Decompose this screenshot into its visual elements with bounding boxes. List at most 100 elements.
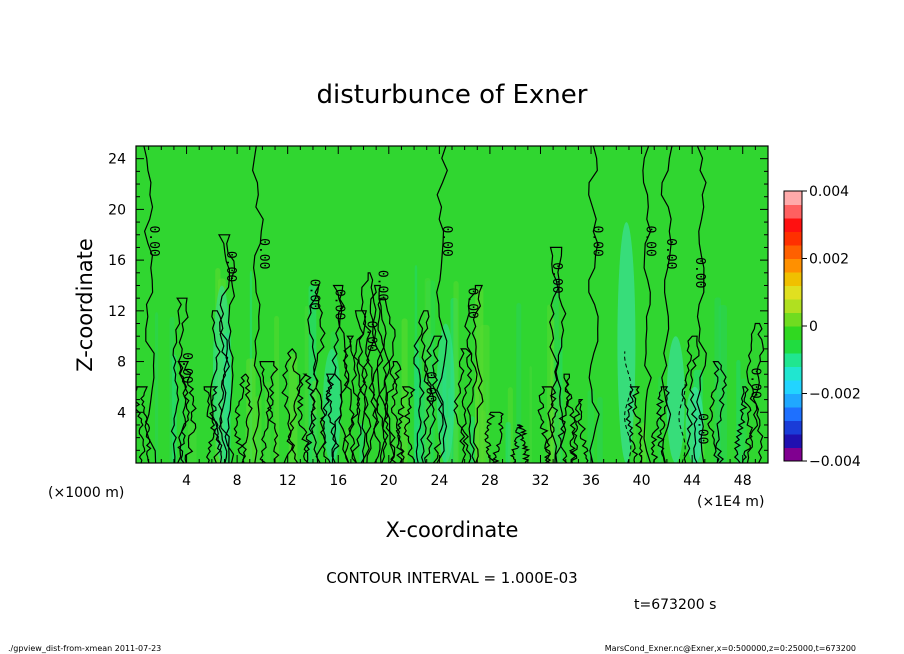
colorbar-segment	[784, 366, 802, 381]
contour-line	[383, 361, 405, 463]
contour-label: 0.00	[643, 225, 658, 256]
contour-line	[342, 335, 362, 463]
x-tick-label: 12	[279, 473, 297, 489]
field-streak	[529, 366, 532, 463]
field-streak	[312, 414, 319, 463]
footer-right: MarsCond_Exner.nc@Exner,x=0:500000,z=0:2…	[605, 644, 856, 653]
contour-line	[170, 297, 189, 463]
x-tick-label: 48	[734, 473, 752, 489]
contour-line	[359, 272, 380, 463]
contour-label: 0.00	[663, 238, 678, 269]
contour-line	[509, 424, 531, 463]
contour-label: 0.00	[363, 321, 378, 352]
colorbar-segment	[784, 393, 802, 408]
contour-line	[376, 297, 396, 463]
x-tick-label: 32	[532, 473, 550, 489]
contour-label: 0.00	[179, 352, 194, 383]
colorbar-segment	[784, 272, 802, 286]
colorbar-segment	[784, 285, 802, 300]
contour-line	[259, 361, 280, 463]
x-tick-label: 8	[233, 473, 242, 489]
contour-line	[746, 322, 765, 463]
y-tick-label: 4	[117, 405, 126, 421]
colorbar-tick-label: 0	[809, 319, 818, 335]
contour-line	[395, 386, 416, 463]
contour-line	[320, 373, 340, 463]
x-tick-label: 20	[380, 473, 398, 489]
contour-label: 0.00	[223, 251, 238, 282]
colorbar-tick-label: −0.002	[809, 387, 861, 403]
contour-line	[436, 146, 448, 463]
contour-label: 0.00	[423, 371, 438, 402]
colorbar-segment	[784, 258, 802, 273]
y-tick-label: 24	[108, 152, 126, 168]
time-text: t=673200 s	[634, 597, 716, 613]
x-axis-title: X-coordinate	[386, 518, 519, 542]
contour-line	[642, 146, 652, 463]
field-streak	[401, 318, 408, 463]
field-streak	[516, 302, 522, 463]
colorbar-segment	[784, 204, 802, 219]
colorbar-segment	[784, 299, 802, 313]
contour-line	[136, 386, 152, 463]
contour-line	[650, 386, 670, 463]
contour-label: 0.00	[590, 225, 605, 256]
contour-label: 0.00	[306, 279, 321, 310]
x-tick-label: 28	[481, 473, 499, 489]
field-streak	[597, 396, 603, 463]
contour-label: 0.00	[439, 225, 454, 256]
contour-line	[568, 399, 589, 463]
colorbar-segment	[784, 245, 802, 259]
colorbar-segment	[784, 407, 802, 421]
y-axis-title: Z-coordinate	[73, 238, 97, 372]
footer-left: ./gpview_dist-from-xmean 2011-07-23	[8, 644, 161, 653]
colorbar-tick-label: 0.004	[809, 184, 849, 200]
y-tick-label: 20	[108, 202, 126, 218]
colorbar-segment	[784, 218, 802, 232]
contour-label: 0.00	[256, 238, 271, 269]
chart-title: disturbunce of Exner	[317, 80, 588, 110]
colorbar-segment	[784, 339, 802, 354]
x-tick-label: 24	[430, 473, 448, 489]
colorbar-segment	[784, 191, 802, 205]
colorbar: 0.004 0.002 0 −0.002 −0.004	[783, 184, 861, 470]
contour-line-negative	[678, 380, 686, 463]
contour-label: 0.00	[748, 367, 763, 398]
colorbar-segment	[784, 231, 802, 246]
contour-line	[233, 373, 253, 463]
field-streak	[505, 421, 511, 463]
contour-line-negative	[624, 351, 632, 463]
y-tick-label: 8	[117, 355, 126, 371]
x-tick-label: 44	[683, 473, 701, 489]
contour-line	[331, 284, 350, 463]
contour-line	[625, 386, 644, 463]
heatmap-field	[155, 222, 747, 463]
contour-line	[177, 361, 197, 463]
contour-line	[307, 284, 326, 463]
x-tick-label: 16	[329, 473, 347, 489]
contour-line	[588, 146, 600, 463]
contour-label: 0.00	[464, 288, 479, 319]
contour-line	[733, 386, 754, 463]
contour-label: 0.00	[146, 225, 161, 256]
x-axis: 4 8 12 16 20 24 28 32 36 40 44 48	[135, 146, 769, 489]
contour-line	[143, 146, 157, 463]
contour-label: 0.00	[695, 413, 710, 444]
colorbar-segment	[784, 447, 802, 462]
y-tick-label: 16	[108, 253, 126, 269]
contour-line	[696, 146, 707, 463]
contour-label: 0.00	[332, 289, 347, 320]
field-streak	[254, 396, 262, 463]
field-plume	[666, 336, 685, 463]
contour-label: 0.00	[692, 257, 707, 288]
contour-line	[660, 146, 673, 463]
contour-line	[453, 348, 473, 463]
y-tick-label: 12	[108, 304, 126, 320]
contour-line	[281, 348, 301, 463]
contour-line	[537, 386, 559, 463]
field-plume	[322, 348, 341, 463]
colorbar-segment	[784, 353, 802, 367]
colorbar-tick-label: −0.004	[809, 454, 861, 470]
contour-labels: 0.00 0.00 0.00 0.00 0.00 0.00 0.00 0.00 0.00 0.00…	[146, 225, 763, 444]
